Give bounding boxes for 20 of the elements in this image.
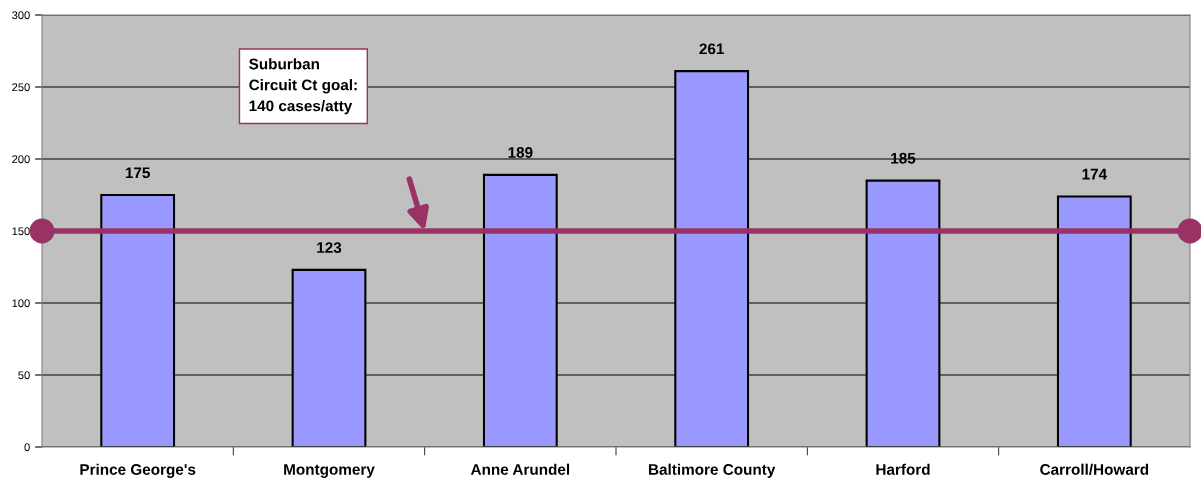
x-tick-label: Prince George's	[80, 463, 196, 478]
y-tick-label: 150	[12, 227, 30, 236]
y-tick-label: 300	[12, 11, 30, 20]
data-label: 175	[125, 167, 150, 179]
y-tick-label: 250	[12, 83, 30, 92]
x-tick-label: Harford	[876, 463, 930, 475]
x-tick-label: Baltimore County	[649, 463, 776, 478]
x-tick-label: Carroll/Howard	[1040, 463, 1149, 476]
data-label: 261	[699, 43, 724, 55]
annotation: Suburban Circuit Ct goal: 140 cases/atty	[249, 58, 357, 115]
x-tick-label: Anne Arundel	[470, 463, 570, 475]
data-label: 185	[891, 152, 916, 164]
data-label: 123	[317, 242, 342, 253]
y-tick-label: 100	[12, 299, 30, 308]
y-tick-label: 0	[24, 443, 30, 452]
x-tick-label: Montgomery	[284, 464, 375, 478]
y-tick-label: 200	[12, 155, 30, 164]
data-label: 189	[508, 147, 533, 158]
data-label: 174	[1082, 168, 1107, 180]
y-tick-label: 50	[18, 371, 30, 380]
